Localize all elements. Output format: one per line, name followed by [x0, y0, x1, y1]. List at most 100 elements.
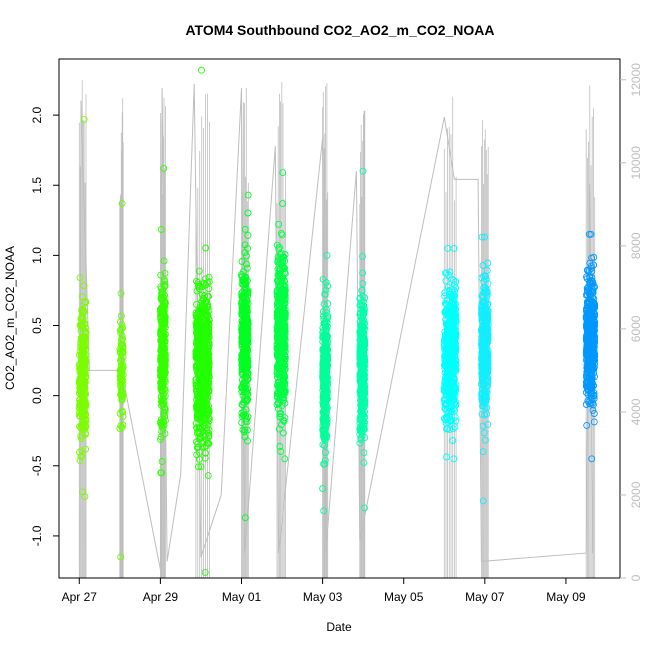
data-point-group-7	[360, 449, 368, 457]
data-point-group-0	[80, 282, 88, 289]
data-point-group-9	[478, 410, 486, 418]
data-point-group-8	[452, 278, 460, 286]
data-point-group-0	[78, 314, 86, 321]
data-point-group-0	[82, 298, 90, 306]
data-point-group-6	[322, 286, 330, 294]
data-point-group-6	[323, 404, 331, 412]
data-point-group-8	[451, 300, 459, 308]
data-point-group-8	[444, 418, 452, 426]
data-point-group-9	[483, 292, 491, 300]
data-point-group-6	[323, 353, 331, 361]
data-point-group-4	[242, 364, 250, 372]
data-point-group-4	[242, 299, 249, 307]
data-point-group-4	[242, 369, 250, 376]
data-point-group-8	[441, 382, 449, 390]
data-point-group-6	[321, 441, 328, 449]
data-point-group-10	[583, 368, 591, 376]
data-point-group-5	[277, 250, 285, 257]
data-point-group-2	[157, 226, 165, 233]
data-point-group-4	[241, 379, 249, 387]
data-point-group-5	[279, 329, 287, 337]
data-point-group-9	[478, 326, 486, 334]
data-point-group-5	[280, 417, 288, 425]
data-point-group-6	[319, 432, 327, 439]
data-point-group-0	[80, 376, 88, 384]
data-point-group-7	[356, 439, 364, 447]
data-point-group-3	[200, 415, 208, 423]
data-point-group-10	[583, 421, 591, 429]
data-point-group-8	[450, 335, 457, 343]
data-point-group-3	[198, 291, 206, 299]
data-point-group-0	[76, 321, 84, 329]
data-point-group-10	[587, 264, 595, 272]
data-point-group-2	[158, 294, 166, 301]
data-point-group-6	[321, 374, 329, 382]
data-point-group-6	[321, 394, 329, 402]
data-point-group-9	[484, 420, 492, 428]
data-point-group-1	[117, 325, 125, 333]
data-point-group-0	[79, 362, 87, 370]
y2-tick-label: 6000	[629, 315, 643, 342]
data-point-group-3	[200, 412, 208, 420]
data-point-group-2	[159, 365, 166, 372]
data-point-group-9	[480, 353, 488, 361]
data-point-group-0	[78, 452, 86, 460]
data-point-group-8	[452, 398, 459, 406]
data-point-group-8	[448, 394, 456, 402]
data-point-group-5	[279, 359, 287, 367]
data-point-group-5	[279, 315, 287, 323]
data-point-group-3	[198, 66, 205, 74]
data-point-group-2	[157, 418, 165, 426]
data-point-group-10	[588, 273, 596, 281]
data-point-group-3	[196, 434, 204, 442]
data-point-group-8	[441, 309, 449, 317]
data-point-group-1	[118, 336, 126, 344]
data-point-group-10	[588, 277, 596, 285]
data-point-group-5	[280, 417, 287, 424]
data-point-group-8	[451, 347, 459, 355]
data-point-group-2	[157, 355, 164, 363]
data-point-group-3	[202, 370, 210, 378]
data-point-group-3	[194, 390, 202, 398]
data-point-group-7	[356, 355, 364, 363]
data-point-group-7	[358, 431, 366, 439]
data-point-group-4	[240, 408, 248, 416]
data-point-group-9	[481, 411, 489, 419]
data-point-group-2	[158, 382, 166, 390]
data-point-group-7	[359, 252, 366, 260]
y2-axis: 0 2000 4000 6000 8000 10000 12000	[620, 63, 643, 581]
data-point-group-2	[160, 280, 168, 288]
data-point-group-9	[481, 342, 489, 350]
data-point-group-2	[159, 372, 167, 380]
data-point-group-3	[192, 381, 200, 389]
data-point-group-7	[360, 414, 368, 422]
y2-tick-label: 8000	[629, 232, 643, 259]
altitude-line	[79, 83, 594, 579]
data-point-group-8	[448, 275, 456, 283]
data-point-group-4	[241, 298, 249, 306]
data-point-group-7	[360, 459, 368, 467]
data-point-group-4	[239, 352, 247, 359]
data-point-group-2	[161, 341, 169, 349]
data-point-group-6	[323, 251, 331, 259]
data-point-group-4	[240, 307, 248, 315]
data-point-group-0	[81, 415, 89, 423]
data-point-group-10	[587, 362, 595, 369]
data-point-group-3	[198, 298, 206, 306]
data-point-group-0	[82, 390, 89, 398]
data-point-group-6	[323, 332, 331, 340]
data-point-group-7	[359, 167, 367, 175]
data-point-group-5	[273, 366, 281, 374]
x-tick-label: May 07	[465, 590, 505, 604]
data-point-group-3	[193, 287, 201, 295]
data-point-group-10	[588, 324, 596, 332]
data-point-group-9	[482, 334, 490, 342]
data-point-group-2	[156, 435, 164, 443]
data-point-group-8	[445, 311, 453, 319]
y2-tick-label: 2000	[629, 481, 643, 508]
data-point-group-0	[80, 115, 88, 123]
data-point-group-2	[161, 278, 169, 285]
data-point-group-0	[77, 402, 85, 410]
data-point-group-3	[200, 402, 208, 410]
data-point-group-9	[478, 274, 486, 282]
